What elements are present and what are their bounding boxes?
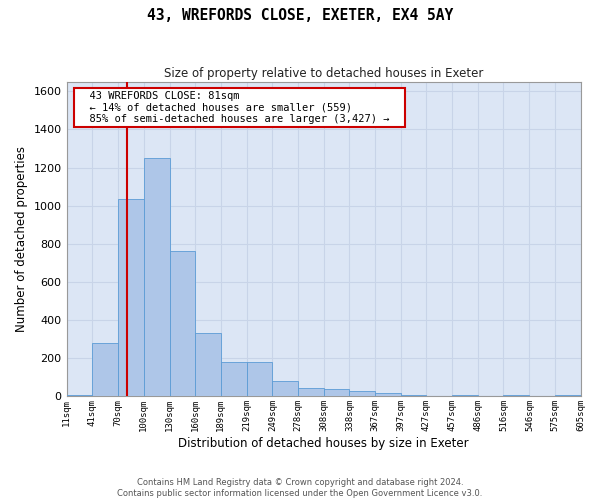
Bar <box>554 394 581 396</box>
Bar <box>323 389 349 396</box>
X-axis label: Distribution of detached houses by size in Exeter: Distribution of detached houses by size … <box>178 437 469 450</box>
Bar <box>221 362 247 396</box>
Bar <box>92 343 118 396</box>
Y-axis label: Number of detached properties: Number of detached properties <box>15 146 28 332</box>
Bar <box>118 199 143 396</box>
Bar <box>67 394 92 396</box>
Bar <box>401 394 427 396</box>
Bar <box>143 158 170 396</box>
Bar <box>349 390 374 396</box>
Text: 43, WREFORDS CLOSE, EXETER, EX4 5AY: 43, WREFORDS CLOSE, EXETER, EX4 5AY <box>147 8 453 22</box>
Title: Size of property relative to detached houses in Exeter: Size of property relative to detached ho… <box>164 68 483 80</box>
Bar <box>170 252 196 396</box>
Bar <box>247 362 272 396</box>
Bar <box>196 332 221 396</box>
Bar <box>452 394 478 396</box>
Text: Contains HM Land Registry data © Crown copyright and database right 2024.
Contai: Contains HM Land Registry data © Crown c… <box>118 478 482 498</box>
Bar <box>374 392 401 396</box>
Bar <box>503 394 529 396</box>
Text: 43 WREFORDS CLOSE: 81sqm
  ← 14% of detached houses are smaller (559)
  85% of s: 43 WREFORDS CLOSE: 81sqm ← 14% of detach… <box>77 91 402 124</box>
Bar <box>298 388 323 396</box>
Bar <box>272 381 298 396</box>
